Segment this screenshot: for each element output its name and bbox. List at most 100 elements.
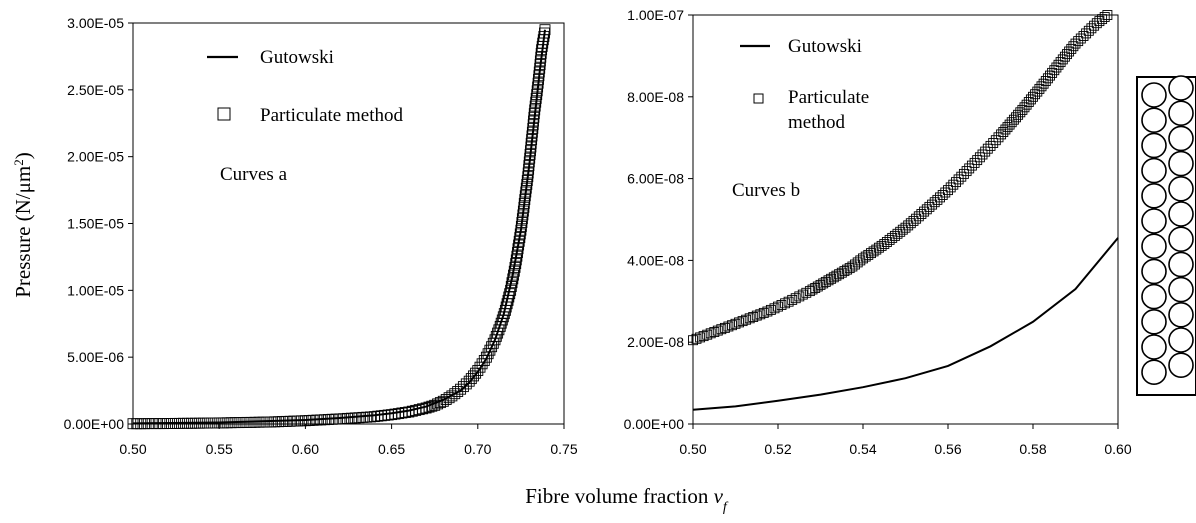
chart-a-particulate-marker	[509, 261, 521, 273]
chart-b-particulate-marker	[958, 168, 969, 179]
chart-b-legend-particulate-line1: Particulate	[788, 87, 869, 108]
chart-a-particulate-marker	[517, 205, 529, 217]
chart-b-legend-particulate-line2: method	[788, 112, 845, 133]
chart-a-particulate-marker	[510, 254, 522, 266]
fibre-circle	[1141, 308, 1167, 335]
chart-a-particulate-marker	[517, 209, 529, 221]
chart-a-particulate-marker	[478, 355, 490, 366]
fibre-circle	[1141, 258, 1167, 285]
chart-b-particulate-marker	[863, 249, 874, 260]
chart-b-particulate-marker	[737, 316, 748, 327]
fibre-circle	[1168, 226, 1194, 252]
chart-a: 0.00E+00 5.00E-06 1.00E-05 1.50E-05 2.00E-05…	[64, 15, 578, 457]
chart-a-particulate-marker	[504, 288, 516, 300]
chart-b-particulate-marker	[940, 187, 951, 198]
chart-b-particulate-marker	[705, 328, 716, 339]
chart-b-particulate-marker	[964, 163, 975, 174]
chart-b-particulate-marker	[727, 320, 737, 331]
fibre-circle	[1168, 251, 1194, 278]
fibre-circle	[1141, 132, 1167, 159]
chart-b-particulate-marker	[762, 306, 773, 317]
chart-a-particulate-marker	[506, 277, 518, 289]
chart-a-particulate-marker	[505, 284, 517, 296]
chart-a-x-tick-label: 0.75	[550, 441, 577, 457]
chart-a-particulate-marker	[470, 367, 482, 379]
chart-a-particulate-marker	[443, 392, 455, 404]
chart-b: 0.00E+00 2.00E-08 4.00E-08 6.00E-08 8.00E-08…	[624, 7, 1132, 457]
chart-b-x-ticks: 0.50 0.52 0.54 0.56 0.58 0.60	[679, 424, 1132, 457]
chart-b-y-tick-label: 0.00E+00	[624, 416, 685, 432]
chart-b-particulate-marker	[860, 251, 871, 262]
chart-b-particulate-marker	[876, 240, 887, 251]
chart-a-particulate-marker	[505, 281, 517, 292]
chart-b-particulate-marker	[884, 234, 895, 245]
chart-b-particulate-marker	[741, 314, 752, 325]
chart-b-particulate-marker	[723, 321, 734, 332]
chart-a-particulate-marker	[512, 247, 523, 258]
chart-b-y-ticks: 0.00E+00 2.00E-08 4.00E-08 6.00E-08 8.00E-08…	[624, 7, 693, 432]
chart-a-particulate-marker	[511, 250, 523, 262]
x-axis-label: Fibre volume fraction vf	[525, 484, 729, 515]
chart-a-x-tick-label: 0.60	[292, 441, 319, 457]
chart-a-particulate-marker	[429, 399, 441, 411]
y-axis-label-sup: 2	[11, 159, 26, 166]
chart-b-particulate-marker	[755, 309, 766, 320]
chart-a-annotation: Curves a	[220, 164, 288, 185]
fibre-circle	[1141, 208, 1167, 234]
chart-a-particulate-marker	[513, 239, 525, 251]
chart-b-particulate-marker	[688, 335, 698, 346]
chart-b-particulate-marker	[1099, 12, 1110, 22]
chart-a-particulate-marker	[508, 265, 520, 277]
chart-a-particulate-marker	[503, 291, 515, 303]
chart-a-x-tick-label: 0.55	[206, 441, 233, 457]
chart-b-legend-gutowski: Gutowski	[788, 36, 862, 57]
chart-a-particulate-marker	[531, 89, 543, 101]
chart-b-particulate-marker	[969, 157, 980, 168]
chart-b-particulate-marker	[797, 289, 808, 300]
chart-a-legend-particulate: Particulate method	[260, 105, 403, 126]
chart-b-particulate-marker	[744, 313, 755, 324]
chart-b-particulate-marker	[1073, 36, 1084, 47]
chart-b-particulate-marker	[695, 332, 706, 343]
fibre-circle	[1141, 283, 1167, 310]
chart-b-particulate-marker	[852, 257, 863, 268]
y-axis-label-main: Pressure (N/μm	[11, 166, 35, 298]
chart-b-particulate-marker	[1075, 33, 1086, 44]
chart-b-series-gutowski-line	[692, 237, 1119, 411]
chart-b-particulate-marker	[790, 293, 801, 304]
fibre-circle	[1141, 157, 1167, 184]
chart-a-particulate-marker	[519, 190, 531, 202]
x-axis-label-var: v	[714, 484, 724, 508]
chart-a-particulate-marker	[510, 258, 522, 270]
chart-b-y-tick-label: 4.00E-08	[627, 252, 684, 268]
chart-a-particulate-marker	[515, 224, 527, 236]
chart-b-particulate-marker	[873, 242, 884, 253]
chart-a-particulate-marker	[529, 100, 541, 112]
chart-b-particulate-marker	[698, 331, 709, 342]
fibre-circle	[1141, 183, 1167, 209]
chart-b-particulate-marker	[780, 298, 791, 309]
chart-b-y-tick-label: 2.00E-08	[627, 334, 684, 350]
chart-a-particulate-marker	[529, 104, 541, 116]
fibre-circle	[1141, 107, 1167, 133]
chart-a-x-ticks: 0.50 0.55 0.60 0.65 0.70 0.75	[119, 424, 578, 457]
chart-a-particulate-marker	[449, 388, 461, 400]
chart-b-particulate-marker	[1083, 25, 1094, 36]
chart-b-particulate-marker	[956, 171, 967, 182]
y-axis-label-end: )	[11, 152, 35, 159]
chart-b-particulate-marker	[769, 303, 780, 314]
fibre-circle	[1168, 150, 1194, 177]
chart-a-particulate-marker	[514, 228, 526, 240]
fibre-circles	[1141, 75, 1194, 386]
chart-b-particulate-marker	[858, 253, 868, 264]
chart-b-particulate-marker	[691, 333, 702, 344]
chart-b-particulate-marker	[730, 318, 741, 329]
fibre-circle	[1168, 176, 1194, 202]
chart-b-x-tick-label: 0.56	[934, 441, 961, 457]
chart-a-particulate-marker	[361, 411, 373, 423]
chart-a-x-tick-label: 0.50	[119, 441, 146, 457]
chart-b-y-tick-label: 1.00E-07	[627, 7, 684, 23]
chart-b-particulate-marker	[1070, 38, 1081, 49]
chart-a-y-tick-label: 3.00E-05	[67, 15, 124, 31]
fibre-circle	[1168, 352, 1194, 379]
